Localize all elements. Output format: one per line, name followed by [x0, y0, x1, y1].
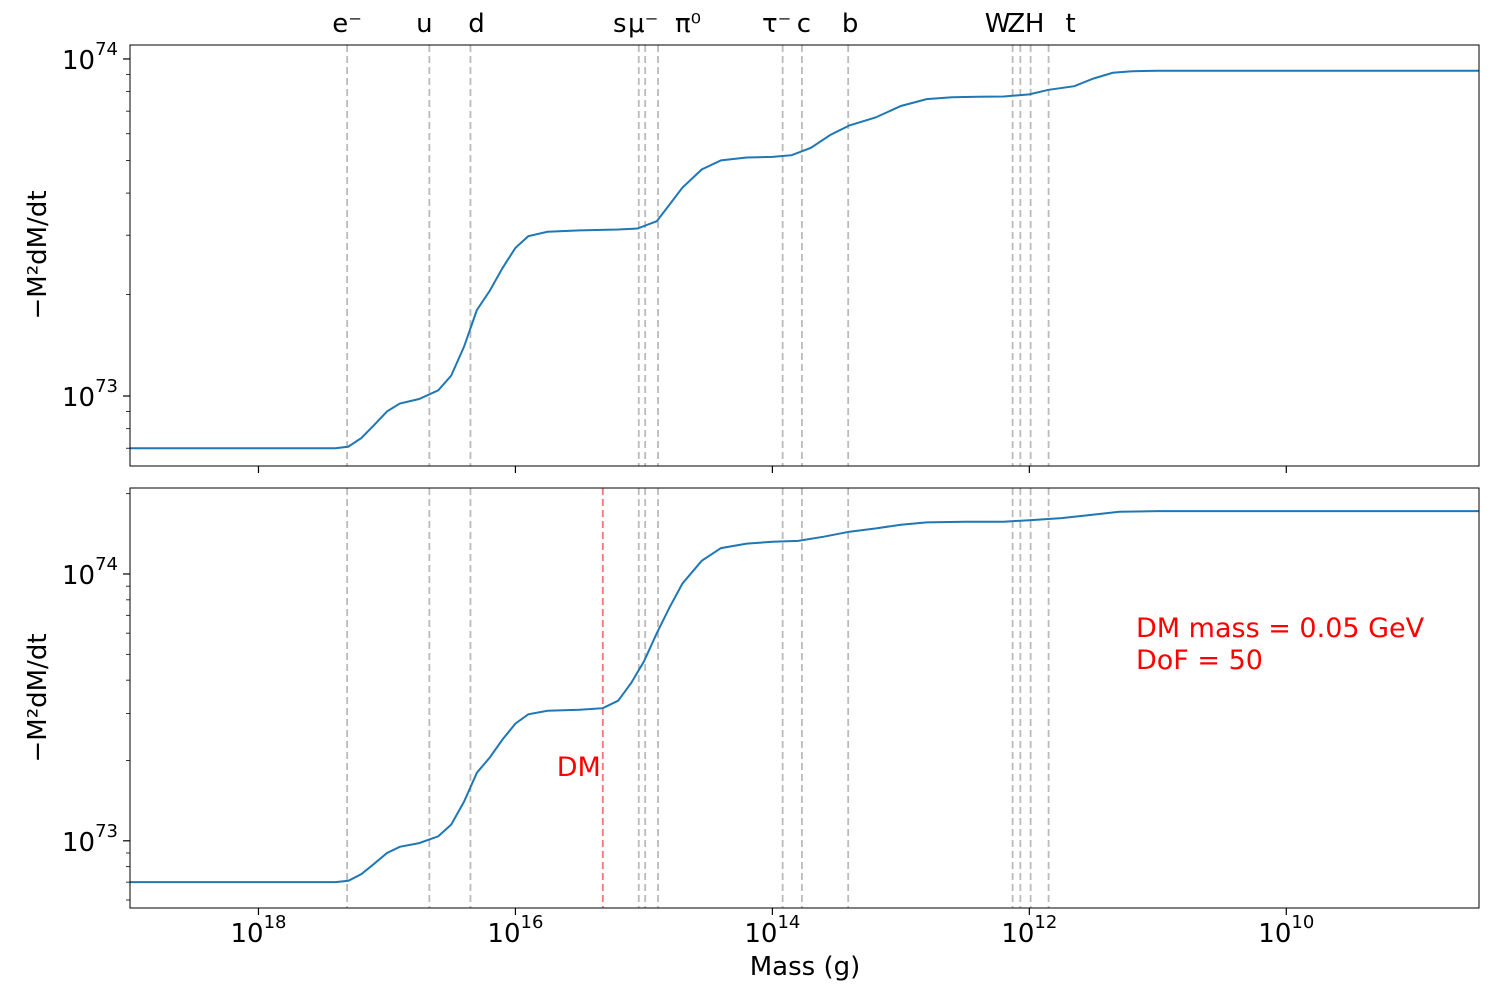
particle-label: c — [797, 9, 811, 39]
top-panel: 1073 1074 — [62, 39, 1480, 473]
particle-label: τ⁻ — [762, 9, 791, 39]
particle-label: π⁰ — [675, 9, 701, 39]
particle-label: H — [1025, 9, 1045, 39]
annotation-line: DoF = 50 — [1136, 645, 1263, 676]
dm-label: DM — [557, 752, 601, 783]
particle-label: μ⁻ — [628, 9, 658, 39]
particle-label: u — [416, 9, 432, 39]
particle-label: b — [842, 9, 859, 39]
particle-label: W — [985, 9, 1011, 39]
particle-label: d — [468, 9, 485, 39]
plot-frame — [129, 44, 1480, 467]
plot-frame — [129, 487, 1480, 909]
annotation-line: DM mass = 0.05 GeV — [1136, 613, 1425, 644]
x-axis: 1018 1016 1014 1012 1010 — [230, 912, 1314, 949]
bottom-y-axis-label: −M²dM/dt — [23, 633, 53, 762]
x-tick-label: 1012 — [1001, 912, 1057, 949]
x-tick-label: 1016 — [487, 912, 543, 949]
particle-label: s — [613, 9, 627, 39]
y-tick-label: 1074 — [62, 39, 118, 76]
particle-label: e⁻ — [332, 9, 362, 39]
data-line — [130, 510, 1479, 884]
particle-label: t — [1066, 9, 1076, 39]
x-tick-label: 1010 — [1258, 912, 1314, 949]
y-tick-label: 1073 — [62, 821, 118, 858]
top-y-axis-label: −M²dM/dt — [23, 190, 53, 319]
y-tick-label: 1074 — [62, 554, 118, 591]
y-tick-label: 1073 — [62, 376, 118, 413]
x-axis-label: Mass (g) — [750, 952, 861, 982]
x-tick-label: 1018 — [230, 912, 286, 949]
particle-label: Z — [1007, 9, 1025, 39]
data-line — [130, 69, 1479, 450]
x-tick-label: 1014 — [744, 912, 800, 949]
